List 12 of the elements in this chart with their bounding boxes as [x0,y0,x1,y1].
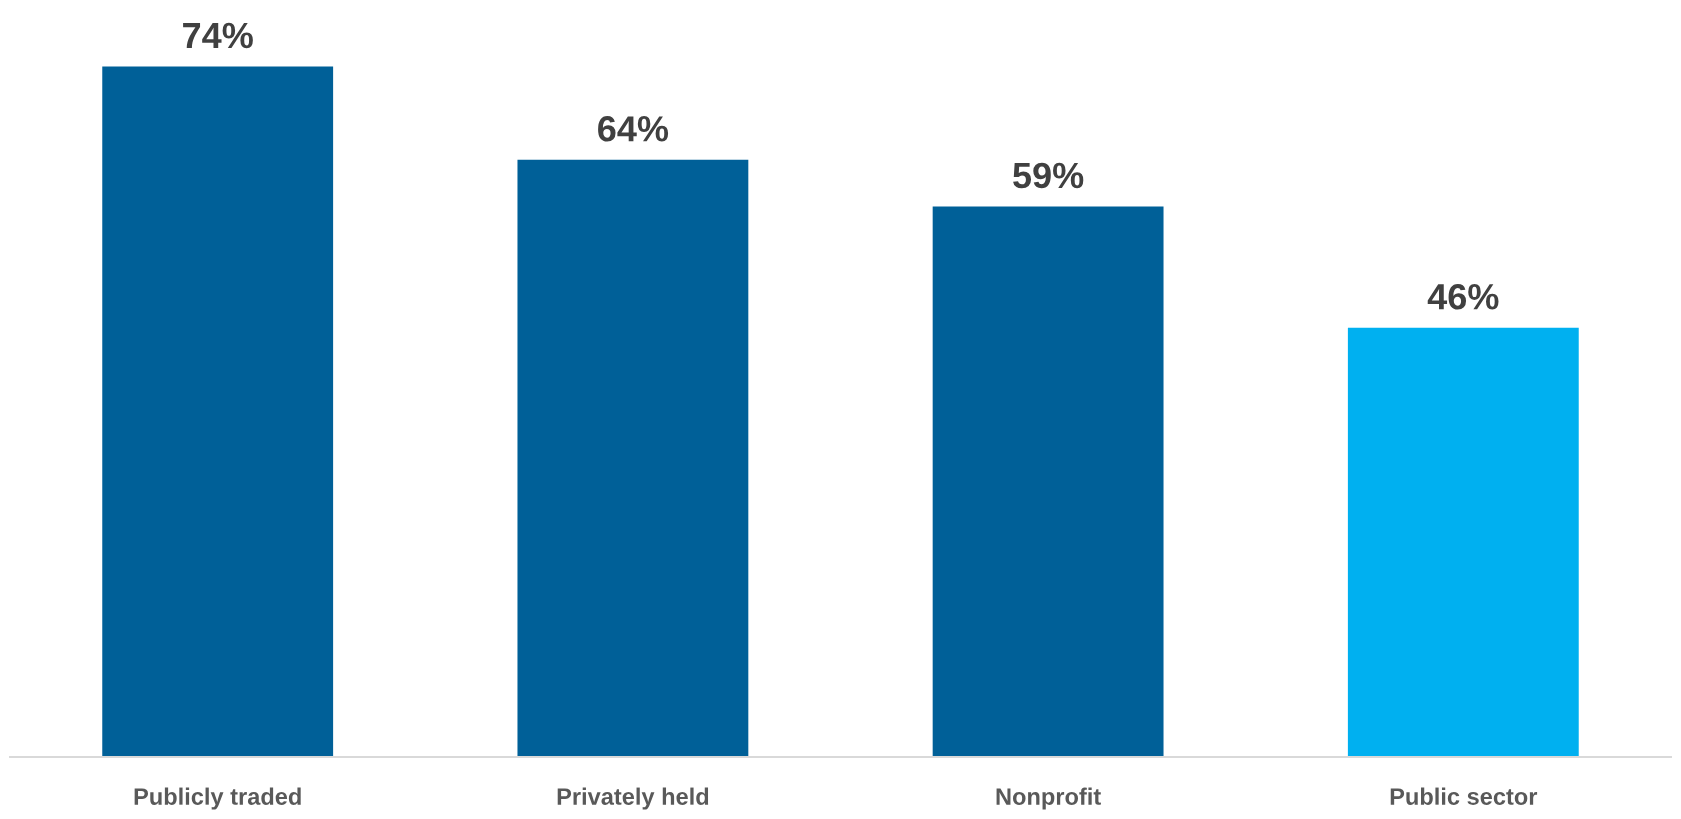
data-label: 59% [1013,162,1084,189]
bar [102,66,334,757]
bar [1347,327,1579,757]
x-tick-label: Nonprofit [996,787,1101,810]
data-label: 46% [1427,283,1499,310]
bar [517,159,749,757]
data-label: 64% [598,116,669,142]
x-tick-label: Publicly traded [134,787,301,810]
data-label: 74% [183,22,253,49]
x-tick-label: Public sector [1390,787,1538,805]
x-tick-label: Privately held [557,787,709,810]
bar [932,206,1164,757]
